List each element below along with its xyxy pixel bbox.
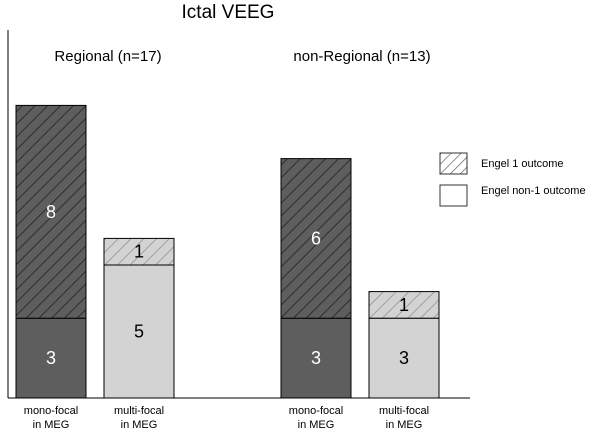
data-label-engel1: 1 xyxy=(399,295,409,315)
legend-swatch-engel-non1 xyxy=(439,184,468,207)
bar-segment-engel-non1 xyxy=(15,317,87,399)
category-label: in MEG xyxy=(386,419,423,431)
category-label: mono-focal xyxy=(289,405,343,417)
group-title-non-regional: non-Regional (n=13) xyxy=(293,48,430,65)
group-title-regional: Regional (n=17) xyxy=(54,48,161,65)
legend: Engel 1 outcome Engel non-1 outcome xyxy=(439,152,586,207)
legend-swatch-engel1 xyxy=(439,152,468,175)
category-label: mono-focal xyxy=(24,405,78,417)
bar-segment-engel-non1 xyxy=(280,317,352,399)
legend-label-engel1: Engel 1 outcome xyxy=(481,158,564,170)
category-label: in MEG xyxy=(121,419,158,431)
bar-segment-engel1 xyxy=(103,237,175,266)
bar-segment-engel1 xyxy=(15,104,87,319)
data-label-engel1: 1 xyxy=(134,242,144,262)
data-label-engel-non1: 3 xyxy=(399,348,409,368)
category-label: in MEG xyxy=(298,419,335,431)
data-label-engel-non1: 3 xyxy=(311,348,321,368)
chart-title: Ictal VEEG xyxy=(182,2,275,23)
category-label: multi-focal xyxy=(379,405,429,417)
category-label: in MEG xyxy=(33,419,70,431)
data-label-engel1: 8 xyxy=(46,202,56,222)
data-label-engel1: 6 xyxy=(311,228,321,248)
data-label-engel-non1: 5 xyxy=(134,322,144,342)
data-label-engel-non1: 3 xyxy=(46,348,56,368)
legend-label-engel-non1: Engel non-1 outcome xyxy=(481,185,586,197)
bar-segment-engel1 xyxy=(280,158,352,319)
bar-segment-engel1 xyxy=(368,291,440,319)
category-label: multi-focal xyxy=(114,405,164,417)
